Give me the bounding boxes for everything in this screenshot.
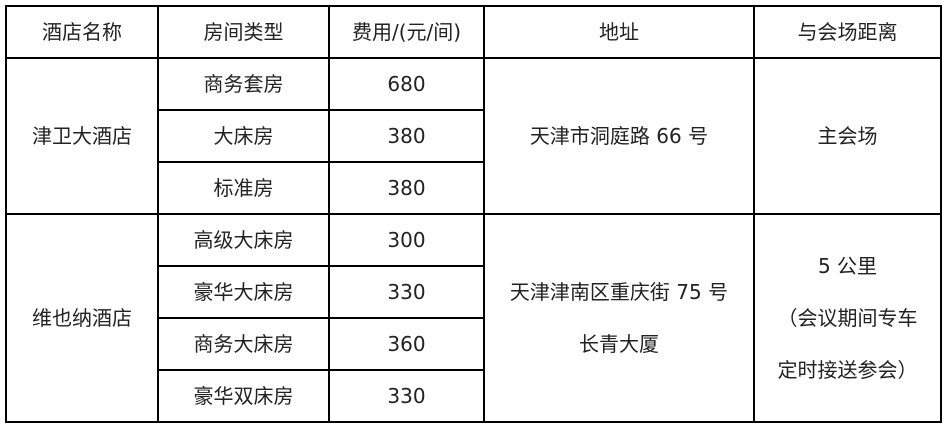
room-price: 680 xyxy=(328,57,485,111)
room-type: 商务套房 xyxy=(157,57,330,111)
table-row: 豪华双床房 330 xyxy=(6,369,941,423)
hotel-distance: 主会场 xyxy=(753,57,942,215)
table-row: 津卫大酒店 商务套房 680 天津市洞庭路 66 号 主会场 xyxy=(5,57,942,215)
room-type: 商务大床房 xyxy=(157,317,330,371)
table-row: 商务大床房 360 xyxy=(6,317,941,371)
address-line: 天津津南区重庆街 75 号 xyxy=(509,280,729,304)
room-type: 高级大床房 xyxy=(157,213,330,267)
header-price: 费用/(元/间) xyxy=(328,5,485,59)
distance-line: 主会场 xyxy=(817,124,878,148)
hotel-address: 天津市洞庭路 66 号 xyxy=(483,57,755,215)
hotel-table: 酒店名称 房间类型 费用/(元/间) 地址 与会场距离 津卫大酒店 商务套房 6… xyxy=(5,5,942,423)
hotel-distance: 5 公里 （会议期间专车 定时接送参会） xyxy=(753,213,942,423)
distance-line: （会议期间专车 xyxy=(777,306,918,330)
table-row: 大床房 380 xyxy=(6,109,941,163)
room-type: 豪华双床房 xyxy=(157,369,330,423)
room-price: 330 xyxy=(328,369,485,423)
header-row: 酒店名称 房间类型 费用/(元/间) 地址 与会场距离 xyxy=(5,5,942,59)
room-price: 330 xyxy=(328,265,485,319)
hotel-address: 天津津南区重庆街 75 号 长青大厦 xyxy=(483,213,755,423)
address-line: 长青大厦 xyxy=(579,332,659,356)
header-distance: 与会场距离 xyxy=(753,5,942,59)
header-room-type: 房间类型 xyxy=(157,5,330,59)
room-price: 360 xyxy=(328,317,485,371)
room-type: 标准房 xyxy=(157,161,330,215)
header-hotel-name: 酒店名称 xyxy=(5,5,159,59)
hotel-name: 津卫大酒店 xyxy=(5,57,159,215)
address-line: 天津市洞庭路 66 号 xyxy=(529,124,709,148)
table-row: 标准房 380 xyxy=(6,161,941,215)
room-price: 380 xyxy=(328,109,485,163)
room-price: 300 xyxy=(328,213,485,267)
table-row: 豪华大床房 330 xyxy=(6,265,941,319)
hotel-name: 维也纳酒店 xyxy=(5,213,159,423)
distance-line: 定时接送参会） xyxy=(777,358,918,382)
room-type: 大床房 xyxy=(157,109,330,163)
header-address: 地址 xyxy=(483,5,755,59)
room-price: 380 xyxy=(328,161,485,215)
room-type: 豪华大床房 xyxy=(157,265,330,319)
table-row: 维也纳酒店 高级大床房 300 天津津南区重庆街 75 号 长青大厦 5 公里 … xyxy=(5,213,942,423)
distance-line: 5 公里 xyxy=(817,254,878,278)
